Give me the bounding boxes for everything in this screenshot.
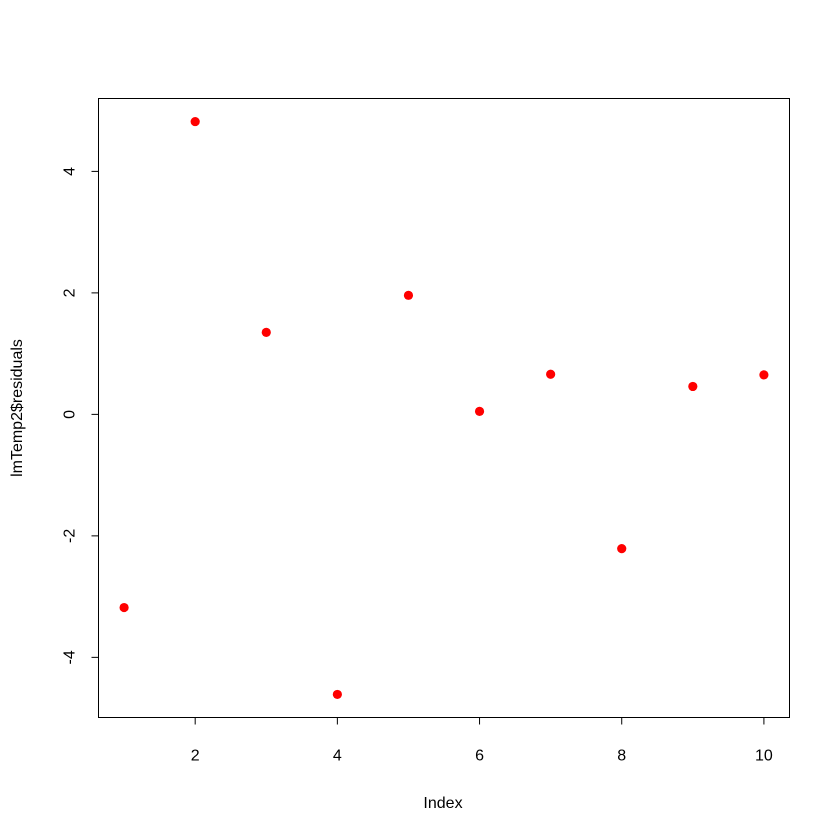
y-tick-label: -2 bbox=[62, 529, 79, 543]
x-tick-label: 10 bbox=[755, 748, 773, 765]
y-tick-label: 4 bbox=[62, 167, 79, 176]
y-tick-label: 2 bbox=[62, 288, 79, 297]
y-tick-label: -4 bbox=[62, 650, 79, 664]
x-tick-label: 8 bbox=[617, 748, 626, 765]
x-axis-title: Index bbox=[423, 795, 462, 812]
data-point bbox=[546, 369, 556, 379]
x-tick-label: 2 bbox=[191, 748, 200, 765]
data-point bbox=[474, 406, 485, 416]
y-axis: -4 -2 0 2 4 bbox=[62, 167, 99, 664]
data-point bbox=[759, 370, 769, 380]
data-point bbox=[190, 116, 200, 127]
data-points bbox=[119, 116, 769, 700]
plot-box bbox=[98, 98, 790, 718]
data-point bbox=[617, 544, 627, 554]
data-point bbox=[261, 327, 271, 337]
y-axis-title: lmTemp2$residuals bbox=[9, 339, 26, 477]
x-axis: 2 4 6 8 10 bbox=[191, 717, 773, 765]
data-point bbox=[403, 290, 414, 300]
data-point bbox=[688, 381, 698, 392]
x-tick-label: 6 bbox=[475, 748, 484, 765]
y-tick-label: 0 bbox=[62, 410, 79, 419]
x-tick-label: 4 bbox=[333, 748, 342, 765]
data-point bbox=[332, 689, 342, 700]
data-point bbox=[119, 602, 129, 613]
